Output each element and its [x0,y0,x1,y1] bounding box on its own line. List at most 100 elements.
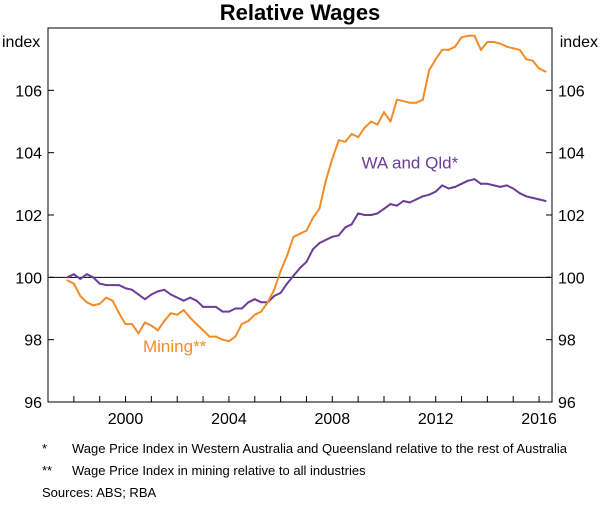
data-point-wa-and-qld [525,195,528,198]
data-point-wa-and-qld [512,187,515,190]
data-point-mining [163,319,166,322]
data-point-wa-and-qld [253,298,256,301]
data-point-wa-and-qld [402,199,405,202]
y-axis-unit-left: index [2,34,40,51]
data-point-mining [215,335,217,338]
data-point-wa-and-qld [66,276,69,279]
data-point-wa-and-qld [98,282,101,285]
data-point-mining [538,67,541,70]
data-point-wa-and-qld [156,290,159,293]
data-point-mining [363,126,366,129]
data-point-wa-and-qld [344,226,347,229]
data-point-wa-and-qld [544,199,547,202]
data-point-mining [292,235,295,238]
data-point-mining [253,313,256,316]
data-point-mining [98,302,101,305]
data-point-wa-and-qld [467,179,469,182]
data-point-mining [221,338,224,341]
data-point-wa-and-qld [370,214,373,216]
data-point-wa-and-qld [389,203,392,206]
data-point-mining [324,179,327,182]
data-point-mining [357,136,360,139]
data-point-mining [441,48,444,51]
data-point-mining [195,323,198,326]
data-point-mining [234,335,237,338]
series-label: Mining** [143,337,207,356]
data-point-wa-and-qld [79,277,82,280]
data-point-mining [460,36,463,39]
footnote-wa-qld: * Wage Price Index in Western Australia … [42,440,582,457]
data-point-mining [499,42,502,45]
data-point-mining [305,229,308,232]
y-tick-label-left: 98 [24,333,42,350]
y-tick-label-right: 102 [558,208,585,225]
data-point-mining [421,98,424,101]
data-point-wa-and-qld [408,201,411,204]
data-point-wa-and-qld [518,192,521,195]
data-point-wa-and-qld [72,273,75,276]
data-point-wa-and-qld [92,276,95,279]
data-point-mining [370,120,373,123]
data-point-wa-and-qld [163,288,166,291]
data-point-wa-and-qld [292,274,295,277]
data-point-wa-and-qld [234,307,237,310]
x-tick-label: 2000 [108,411,144,428]
data-point-mining [279,270,282,273]
y-tick-label-left: 100 [15,270,42,287]
data-point-wa-and-qld [105,284,108,287]
data-point-mining [202,329,205,332]
data-point-mining [66,279,69,282]
data-point-mining [79,295,82,298]
data-point-mining [383,111,385,114]
data-point-mining [337,139,340,142]
data-point-mining [428,69,431,72]
data-point-wa-and-qld [383,207,385,210]
data-point-mining [518,48,521,51]
data-point-wa-and-qld [531,196,534,199]
data-point-wa-and-qld [169,293,172,296]
y-tick-label-right: 100 [558,270,585,287]
data-point-mining [137,332,140,335]
data-point-wa-and-qld [215,305,217,308]
data-point-mining [505,45,508,48]
x-tick-label: 2008 [315,411,351,428]
data-point-wa-and-qld [318,242,321,245]
data-point-mining [311,217,314,220]
data-point-mining [92,304,95,307]
data-point-mining [531,59,534,62]
y-axis-unit-right: index [560,34,598,51]
data-point-mining [344,140,347,143]
data-point-mining [85,301,88,304]
data-point-mining [143,321,146,324]
data-point-wa-and-qld [85,273,88,276]
data-point-mining [150,324,153,327]
data-point-mining [105,296,108,299]
data-point-wa-and-qld [124,287,127,290]
data-point-mining [273,288,276,291]
data-point-mining [118,312,121,315]
footnote-text: Wage Price Index in mining relative to a… [72,463,366,478]
data-point-wa-and-qld [150,293,153,296]
data-point-mining [350,132,353,135]
data-point-mining [331,157,334,160]
footnote-mark: * [42,441,48,456]
data-point-wa-and-qld [428,193,431,196]
data-point-wa-and-qld [279,291,282,294]
data-point-wa-and-qld [447,187,450,190]
data-point-wa-and-qld [195,299,198,302]
data-point-wa-and-qld [454,185,457,188]
data-point-mining [376,123,379,126]
data-point-wa-and-qld [460,182,463,185]
data-point-wa-and-qld [486,182,489,185]
y-tick-label-left: 104 [15,146,42,163]
data-point-wa-and-qld [505,184,508,187]
data-point-wa-and-qld [260,301,263,304]
series-line-wa-and-qld [66,178,546,313]
data-point-wa-and-qld [286,282,289,285]
data-point-mining [525,58,528,61]
data-point-mining [389,120,392,123]
chart-notes: * Wage Price Index in Western Australia … [42,440,582,501]
data-point-wa-and-qld [479,182,482,185]
data-point-mining [492,41,495,44]
chart-title: Relative Wages [220,0,381,25]
